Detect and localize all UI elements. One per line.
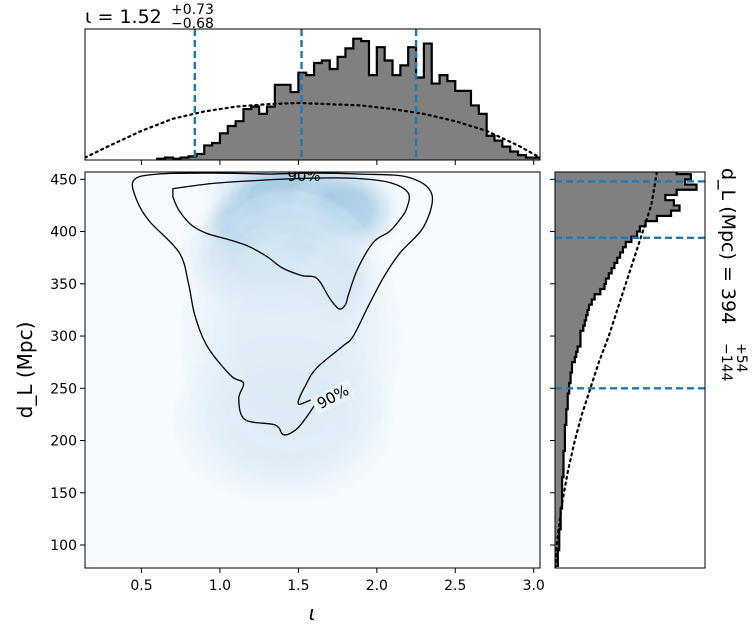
distance-label-symbol: d_L — [717, 168, 739, 201]
x-tick-label-3: 2.0 — [366, 578, 388, 594]
joint-panel-frame — [84, 171, 541, 569]
distance-prior-curve — [555, 172, 658, 568]
contour-label-90-top: 90% — [287, 167, 320, 185]
distance-posterior-outline — [555, 172, 698, 568]
x-tick-label-4: 2.5 — [444, 578, 466, 594]
y-tick-label-1: 150 — [50, 486, 77, 502]
y-tick-label-2: 200 — [50, 434, 77, 450]
density-blob-7-layer-1 — [172, 336, 393, 504]
distance-label-lower: −144 — [718, 343, 734, 382]
y-tick-label-0: 100 — [50, 538, 77, 554]
iota-title-symbol: ι — [85, 6, 91, 28]
joint-panel: 90% 90% 0.5 1.0 1.5 2.0 2.5 3.0 1001502002503… — [13, 167, 545, 625]
right-marginal-panel: d_L (Mpc) = 394 +54 −144 — [550, 168, 749, 569]
right-panel-frame — [554, 171, 706, 569]
iota-title-median: 1.52 — [119, 6, 161, 28]
x-tick-label-1: 1.0 — [209, 578, 231, 594]
iota-title-lower: −0.68 — [171, 16, 214, 32]
contour-90-outer — [131, 172, 434, 436]
contour-label-bg-bottom — [310, 379, 356, 415]
contour-inner — [172, 177, 411, 310]
y-tick-label-4: 300 — [50, 329, 77, 345]
distance-quantile-lines — [555, 180, 705, 390]
distance-label-median: 394 — [717, 288, 739, 324]
x-tick-label-5: 3.0 — [523, 578, 545, 594]
distance-posterior-histogram — [555, 172, 697, 566]
iota-posterior-outline — [156, 37, 540, 160]
density-blob-7 — [172, 336, 393, 504]
y-tick-label-6: 400 — [50, 225, 77, 241]
distance-label-unit: (Mpc) = — [717, 200, 739, 288]
x-axis-label: ι — [309, 601, 316, 625]
iota-posterior-histogram — [157, 38, 540, 160]
y-axis-label: d_L (Mpc) — [13, 322, 37, 419]
iota-prior-curve — [85, 101, 540, 159]
joint-density-heatmap — [172, 172, 402, 504]
joint-y-ticks: 100 150 200 250 300 350 400 450 — [50, 172, 85, 554]
iota-title: ι = 1.52 — [85, 6, 162, 28]
x-tick-label-2: 1.5 — [287, 578, 309, 594]
distance-label-upper: +54 — [733, 343, 749, 373]
y-tick-label-7: 450 — [50, 172, 77, 188]
top-panel-frame — [84, 28, 541, 161]
right-panel-ticks — [550, 178, 555, 546]
iota-title-upper: +0.73 — [171, 2, 214, 18]
joint-x-ticks: 0.5 1.0 1.5 2.0 2.5 3.0 — [130, 568, 545, 594]
iota-title-equals: = — [91, 6, 119, 28]
top-panel-ticks — [140, 160, 535, 165]
x-tick-label-0: 0.5 — [130, 578, 152, 594]
top-marginal-panel: ι = 1.52 +0.73 −0.68 — [84, 2, 541, 165]
distance-label: d_L (Mpc) = 394 — [717, 168, 739, 324]
y-tick-label-5: 350 — [50, 277, 77, 293]
y-tick-label-3: 250 — [50, 381, 77, 397]
